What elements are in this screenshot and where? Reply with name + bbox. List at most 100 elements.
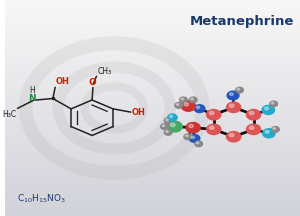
- Circle shape: [230, 133, 234, 137]
- Circle shape: [181, 101, 195, 111]
- Circle shape: [265, 107, 268, 110]
- Circle shape: [237, 88, 240, 90]
- Bar: [5, 165, 300, 167]
- Circle shape: [189, 124, 194, 128]
- Bar: [5, 140, 300, 143]
- Circle shape: [167, 121, 182, 132]
- Text: CH₃: CH₃: [98, 67, 112, 76]
- Bar: [5, 43, 300, 46]
- Text: Metanephrine: Metanephrine: [190, 15, 294, 28]
- Bar: [5, 151, 300, 154]
- Circle shape: [207, 124, 221, 135]
- Circle shape: [186, 122, 200, 133]
- Bar: [5, 22, 300, 24]
- Bar: [5, 111, 300, 113]
- Text: OH: OH: [132, 108, 145, 117]
- Circle shape: [164, 118, 172, 124]
- Bar: [5, 8, 300, 11]
- Bar: [5, 24, 300, 27]
- Circle shape: [196, 106, 200, 109]
- Bar: [5, 211, 300, 213]
- Circle shape: [195, 141, 203, 147]
- Bar: [5, 173, 300, 175]
- Bar: [5, 132, 300, 135]
- Bar: [5, 175, 300, 178]
- Circle shape: [230, 104, 234, 107]
- Circle shape: [227, 91, 239, 100]
- Circle shape: [175, 103, 182, 108]
- Bar: [5, 194, 300, 197]
- Bar: [5, 54, 300, 57]
- Circle shape: [262, 105, 274, 114]
- Bar: [5, 146, 300, 149]
- Circle shape: [169, 115, 172, 118]
- Bar: [5, 157, 300, 159]
- Circle shape: [176, 104, 179, 105]
- Circle shape: [166, 119, 168, 121]
- Circle shape: [185, 135, 188, 137]
- Bar: [5, 205, 300, 208]
- Bar: [5, 73, 300, 76]
- Bar: [5, 67, 300, 70]
- Bar: [5, 197, 300, 200]
- Bar: [5, 11, 300, 13]
- Circle shape: [271, 102, 274, 104]
- Bar: [5, 51, 300, 54]
- Circle shape: [189, 97, 197, 103]
- Bar: [5, 86, 300, 89]
- Bar: [5, 76, 300, 78]
- Bar: [5, 97, 300, 100]
- Circle shape: [209, 111, 214, 115]
- Circle shape: [180, 97, 187, 103]
- Circle shape: [164, 130, 172, 135]
- Bar: [5, 92, 300, 95]
- Text: O: O: [88, 78, 96, 87]
- Bar: [5, 149, 300, 151]
- Bar: [5, 189, 300, 192]
- Circle shape: [184, 134, 192, 140]
- Circle shape: [249, 126, 254, 129]
- Text: H: H: [29, 86, 35, 95]
- Bar: [5, 95, 300, 97]
- Text: OH: OH: [56, 77, 69, 86]
- Circle shape: [162, 125, 165, 127]
- Circle shape: [226, 132, 241, 142]
- Bar: [5, 13, 300, 16]
- Bar: [5, 65, 300, 67]
- Bar: [5, 46, 300, 49]
- Circle shape: [191, 136, 195, 138]
- Bar: [5, 186, 300, 189]
- Bar: [5, 27, 300, 30]
- Text: N: N: [28, 94, 36, 103]
- Bar: [5, 124, 300, 127]
- Bar: [5, 108, 300, 111]
- Bar: [5, 3, 300, 5]
- Bar: [5, 170, 300, 173]
- Bar: [5, 127, 300, 130]
- Circle shape: [247, 124, 261, 135]
- Bar: [5, 5, 300, 8]
- Circle shape: [196, 142, 199, 144]
- Bar: [5, 105, 300, 108]
- Bar: [5, 113, 300, 116]
- Bar: [5, 103, 300, 105]
- Bar: [5, 100, 300, 103]
- Circle shape: [226, 102, 241, 113]
- Bar: [5, 59, 300, 62]
- Bar: [5, 41, 300, 43]
- Bar: [5, 84, 300, 86]
- Circle shape: [273, 128, 275, 129]
- Circle shape: [209, 126, 214, 129]
- Circle shape: [270, 101, 278, 107]
- Bar: [5, 178, 300, 181]
- Circle shape: [168, 114, 177, 121]
- Bar: [5, 89, 300, 92]
- Bar: [5, 78, 300, 81]
- Bar: [5, 203, 300, 205]
- Bar: [5, 62, 300, 65]
- Circle shape: [166, 130, 168, 132]
- Bar: [5, 49, 300, 51]
- Circle shape: [265, 130, 269, 133]
- Bar: [5, 192, 300, 194]
- Circle shape: [181, 98, 184, 100]
